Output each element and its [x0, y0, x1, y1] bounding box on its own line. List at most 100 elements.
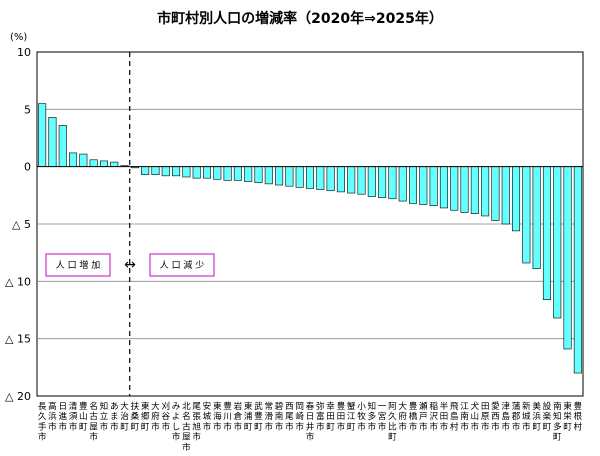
x-category-label: 江南市 — [460, 401, 469, 432]
x-category-label: 幸田町 — [326, 401, 335, 432]
x-category-label: みよし市 — [172, 401, 181, 443]
bar — [532, 166, 541, 270]
bar — [305, 166, 315, 189]
increase-label: 人 口 増 加 — [56, 259, 101, 271]
bar — [563, 166, 572, 350]
x-category-label: 豊山町 — [79, 400, 88, 432]
increase-annotation: 人 口 増 加 — [45, 253, 111, 277]
bar — [450, 166, 459, 211]
bar — [357, 166, 366, 195]
y-axis-ticks: 10 5 0 △ 5 △ 10 △ 15 △ 20 — [5, 46, 31, 403]
bar — [470, 166, 479, 214]
bar — [254, 166, 263, 184]
x-category-label: 美浜町 — [532, 400, 541, 432]
bar — [573, 166, 582, 374]
bar — [223, 166, 232, 181]
bar — [388, 166, 397, 200]
x-category-label: 南知多町 — [553, 400, 562, 443]
bar — [522, 166, 531, 264]
bar — [491, 166, 500, 221]
x-category-label: 豊根村 — [574, 400, 583, 432]
x-category-label: 大府市 — [151, 400, 160, 432]
x-category-label: 瀬戸市 — [419, 400, 428, 432]
x-category-label: 高浜市 — [48, 400, 57, 432]
bar — [99, 160, 108, 167]
x-category-label: あま市 — [110, 401, 119, 432]
x-category-label: 大治町 — [120, 400, 129, 432]
x-category-label: 豊橋市 — [409, 400, 418, 432]
y-unit-label: (%) — [10, 32, 27, 43]
bar — [501, 166, 510, 225]
increase-box — [45, 253, 111, 277]
bar — [141, 166, 150, 175]
y-tick-label: △ 20 — [5, 390, 31, 403]
bar — [202, 166, 211, 179]
x-category-label: 新城市 — [522, 400, 531, 432]
x-category-label: 東郷町 — [141, 400, 150, 432]
bar — [336, 166, 345, 193]
x-category-label: 小牧市 — [357, 401, 366, 432]
y-tick-label: △ 15 — [5, 333, 31, 346]
x-category-label: 蟹江町 — [347, 400, 356, 432]
x-category-label: 豊川市 — [223, 400, 232, 432]
double-arrow-icon: ↔ — [124, 257, 136, 273]
bar — [285, 166, 294, 187]
x-category-label: 清須市 — [69, 400, 78, 432]
y-tick-label: 5 — [24, 103, 31, 116]
grid-lines — [37, 108, 583, 340]
x-category-label: 津島市 — [501, 401, 510, 432]
y-tick-label: 10 — [17, 46, 31, 59]
bar — [38, 103, 47, 167]
x-category-label: 大府市 — [398, 400, 407, 432]
bar — [553, 166, 562, 319]
bar — [419, 166, 428, 205]
decrease-annotation: 人 口 減 少 — [149, 253, 215, 277]
bar — [429, 166, 438, 206]
x-category-label: 西尾市 — [285, 401, 294, 432]
bar — [264, 166, 273, 185]
x-category-label: 碧南市 — [275, 400, 284, 432]
y-tick-label: △ 10 — [5, 275, 31, 288]
x-category-label: 安城市 — [203, 400, 212, 432]
x-category-label: 東栄町 — [563, 400, 572, 432]
bar — [172, 166, 181, 177]
x-category-label: 扶桑町 — [131, 400, 140, 432]
bar — [151, 166, 160, 175]
x-category-label: 春日井市 — [306, 400, 315, 443]
x-category-label: 弥富市 — [316, 400, 325, 432]
x-category-label: 設楽町 — [543, 400, 552, 432]
bar — [89, 159, 98, 167]
x-axis-labels: 長久手市高浜市日進市清須市豊山町名古屋市知立市あま市大治町扶桑町東郷町大府市刈谷… — [38, 400, 583, 453]
x-category-label: 愛西市 — [491, 400, 500, 432]
bars — [38, 103, 582, 374]
bar — [439, 166, 448, 209]
y-tick-label: 0 — [24, 161, 31, 174]
bar — [481, 166, 490, 217]
bar — [233, 166, 242, 181]
bar — [79, 153, 88, 167]
x-category-label: 一宮市 — [378, 402, 387, 432]
chart-title: 市町村別人口の増減率（2020年⇒2025年） — [157, 11, 443, 27]
decrease-box — [149, 253, 215, 277]
x-category-label: 北名古屋市 — [182, 401, 191, 453]
x-category-label: 田原市 — [481, 401, 490, 432]
bar — [512, 166, 521, 232]
x-category-label: 岩倉市 — [234, 400, 243, 432]
x-category-label: 武豊町 — [254, 400, 263, 432]
x-category-label: 知多市 — [368, 400, 377, 432]
x-category-label: 半田市 — [440, 400, 449, 432]
x-category-label: 日進市 — [58, 401, 67, 432]
bar — [161, 166, 170, 177]
y-tick-label: △ 5 — [12, 218, 31, 231]
x-category-label: 東海市 — [213, 400, 222, 432]
x-category-label: 阿久比町 — [388, 401, 397, 443]
x-category-label: 飛島村 — [450, 401, 459, 432]
bar — [48, 117, 57, 167]
bar — [69, 152, 78, 167]
bar — [367, 166, 376, 197]
bar — [192, 166, 201, 179]
x-category-label: 東浦町 — [244, 400, 253, 432]
x-category-label: 蒲郡市 — [512, 400, 521, 432]
bar — [275, 166, 284, 186]
